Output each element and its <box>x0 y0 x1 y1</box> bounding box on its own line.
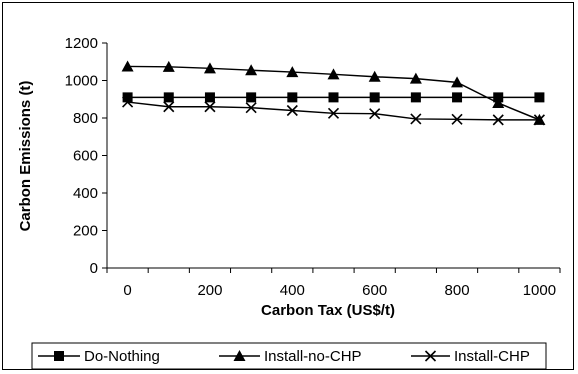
x-tick-label: 200 <box>197 282 222 299</box>
legend-marker-install-no-chp <box>233 350 246 361</box>
data-point-install-chp <box>163 101 175 113</box>
legend-marker-install-chp <box>424 350 437 362</box>
legend-label-install-chp: Install-CHP <box>454 348 530 365</box>
data-point-install-chp <box>369 108 381 120</box>
data-point-install-no-chp <box>368 70 381 82</box>
data-point-do-nothing <box>452 92 463 103</box>
x-axis-title: Carbon Tax (US$/t) <box>261 302 395 319</box>
y-tick-label: 800 <box>73 110 98 127</box>
data-point-install-chp <box>245 102 257 114</box>
data-point-install-no-chp <box>492 97 505 108</box>
y-tick-label: 200 <box>73 223 98 240</box>
x-tick-label: 600 <box>362 282 387 299</box>
series-line-install-chp <box>127 101 540 121</box>
y-axis-ticks: 0 200 400 600 800 1000 1200 <box>65 35 107 277</box>
data-point-install-chp <box>492 114 504 126</box>
legend-label-install-no-chp: Install-no-CHP <box>264 348 362 365</box>
data-point-do-nothing <box>534 92 545 103</box>
y-tick-label: 600 <box>73 148 98 165</box>
data-point-install-chp <box>286 104 298 117</box>
data-point-install-chp <box>204 101 216 113</box>
data-point-install-no-chp <box>451 76 464 88</box>
data-point-install-no-chp <box>286 66 299 78</box>
x-axis-ticks: 0 200 400 600 800 1000 <box>106 268 561 299</box>
x-tick-label: 1000 <box>523 282 556 299</box>
data-point-do-nothing <box>204 92 215 103</box>
y-tick-label: 400 <box>73 185 98 202</box>
data-point-install-chp <box>410 113 422 125</box>
data-point-do-nothing <box>410 92 421 103</box>
data-point-do-nothing <box>369 92 380 103</box>
legend-label-do-nothing: Do-Nothing <box>84 348 160 365</box>
y-tick-label: 1000 <box>65 73 98 90</box>
data-point-install-chp <box>327 107 340 119</box>
data-point-do-nothing <box>163 92 174 103</box>
legend-marker-do-nothing <box>54 351 64 361</box>
data-point-install-no-chp <box>162 60 175 72</box>
data-point-install-no-chp <box>245 64 258 76</box>
y-axis-title: Carbon Emissions (t) <box>17 81 34 232</box>
data-point-install-no-chp <box>409 72 422 84</box>
data-point-install-chp <box>122 96 134 108</box>
data-point-do-nothing <box>287 92 298 103</box>
data-point-install-chp <box>451 113 463 125</box>
y-tick-label: 0 <box>90 260 98 277</box>
y-tick-label: 1200 <box>65 35 98 52</box>
data-point-do-nothing <box>246 92 257 103</box>
legend-box <box>31 342 547 370</box>
legend: Do-Nothing Install-no-CHP Install-CHP <box>38 348 530 365</box>
data-point-do-nothing <box>328 92 339 103</box>
series-layer <box>121 60 546 126</box>
x-tick-label: 0 <box>123 282 131 299</box>
data-point-do-nothing <box>122 92 133 103</box>
data-point-install-no-chp <box>121 60 134 72</box>
data-point-install-no-chp <box>327 68 340 80</box>
data-point-install-chp <box>533 114 545 126</box>
data-point-install-no-chp <box>203 62 216 74</box>
x-tick-label: 800 <box>445 282 470 299</box>
x-tick-label: 400 <box>280 282 305 299</box>
